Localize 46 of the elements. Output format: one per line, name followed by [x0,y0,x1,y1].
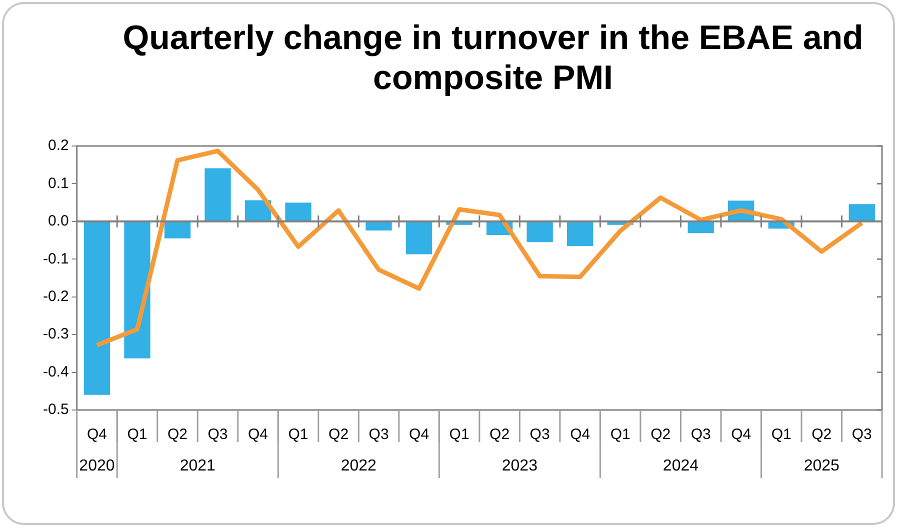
x-tick-label: Q2 [650,426,671,444]
bar [566,222,594,246]
x-tick-label: Q4 [409,426,430,444]
y-tick-label: 0.2 [48,137,69,154]
x-tick-label: Q3 [852,426,872,444]
x-tick-label: Q2 [167,426,188,444]
bar [164,222,191,238]
x-tick-label: Q2 [812,426,832,444]
x-tick-label: Q1 [288,426,308,444]
y-tick-label: -0.2 [42,288,69,305]
chart-title: Quarterly change in turnover in the EBAE and composite PMI [122,18,864,98]
y-tick-label: -0.5 [42,401,69,418]
y-tick-label: -0.4 [42,363,69,380]
bar [366,222,392,230]
x-tick-label: Q4 [248,426,268,444]
bar [688,222,714,234]
x-tick-label: Q4 [86,426,107,444]
x-tick-label: Q1 [610,426,630,444]
y-tick-label: -0.1 [42,250,69,268]
bar [285,202,312,221]
text: 2020 [79,457,115,474]
text: 2024 [662,457,699,474]
text: 2023 [502,457,538,474]
x-tick-label: Q1 [449,426,470,444]
y-tick-label: 0.0 [48,212,69,230]
x-tick-label: Q1 [771,426,792,444]
y-tick-label: -0.3 [42,326,69,343]
x-tick-label: Q1 [127,426,148,444]
bar [124,222,150,358]
text: 2021 [180,457,216,474]
x-tick-label: Q4 [731,426,752,444]
y-tick-label: 0.1 [48,174,69,192]
bar [848,204,875,221]
x-tick-label: Q4 [570,426,590,444]
x-tick-label: Q3 [208,426,228,444]
bar [84,222,110,395]
bar [526,222,553,242]
bar [406,222,432,254]
x-tick-label: Q3 [690,426,711,444]
text: 2022 [340,457,377,474]
x-tick-label: Q2 [328,426,349,444]
x-tick-label: Q2 [490,426,510,444]
text: 2025 [804,457,840,474]
x-tick-label: Q3 [368,426,389,444]
x-tick-label: Q3 [530,426,550,444]
bar [204,168,231,221]
